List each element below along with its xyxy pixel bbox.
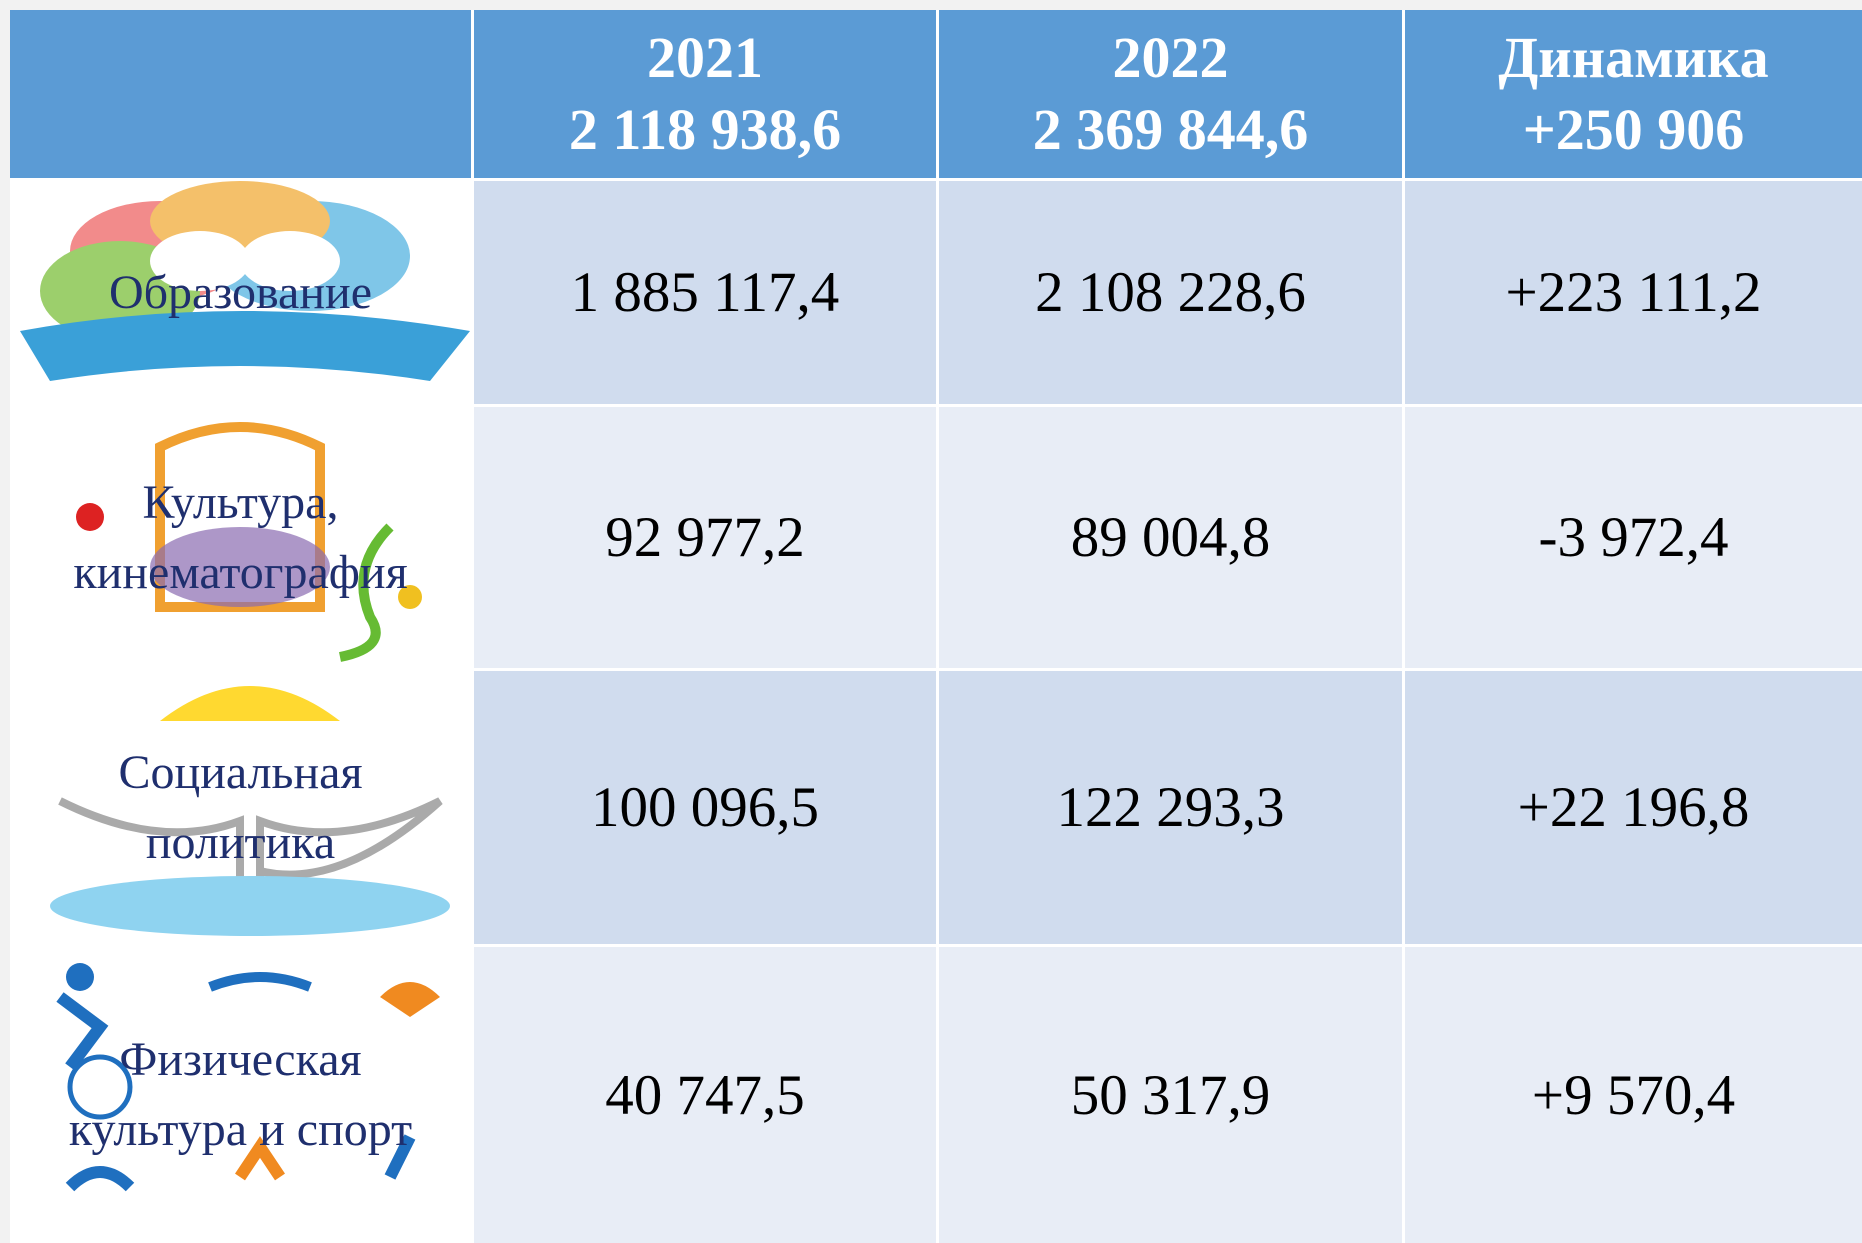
label-line: Социальная [118,745,363,799]
value-cell: +22 196,8 [1405,671,1862,944]
row-icon [50,686,450,936]
value-text: +22 196,8 [1517,776,1750,839]
header-total: 2 369 844,6 [1032,97,1309,162]
header-corner [10,10,471,178]
value-text: 89 004,8 [1070,506,1271,569]
value-cell: 40 747,5 [474,947,936,1243]
row-icon [56,963,440,1192]
label-line: Физическая [119,1033,362,1086]
value-text: -3 972,4 [1538,506,1729,569]
row-label: Образование [10,181,471,404]
row-icon [76,422,422,662]
header-total: 2 118 938,6 [568,97,842,162]
label-line: кинематография [73,545,408,599]
header-year: 2022 [1112,25,1229,90]
header-year: 2021 [647,25,763,90]
value-cell: 50 317,9 [939,947,1402,1243]
label-line: Культура, [142,475,339,529]
value-text: 2 108 228,6 [1035,261,1306,324]
value-cell: 2 108 228,6 [939,181,1402,404]
value-cell: -3 972,4 [1405,407,1862,668]
value-text: +9 570,4 [1531,1063,1736,1127]
row-icon [20,181,470,381]
header-year: Динамика [1498,25,1769,90]
row-label: Культура, кинематография [10,407,471,668]
row-label: Социальная политика [10,671,471,944]
value-cell: 89 004,8 [939,407,1402,668]
label-line: политика [145,815,336,869]
value-cell: 100 096,5 [474,671,936,944]
value-text: 40 747,5 [605,1063,805,1127]
label-line: Образование [108,265,373,319]
value-cell: +9 570,4 [1405,947,1862,1243]
header-cell: 2022 2 369 844,6 [939,10,1402,178]
value-text: 50 317,9 [1070,1063,1271,1127]
value-text: 122 293,3 [1056,776,1285,839]
value-text: 92 977,2 [605,506,805,569]
row-label: Физическая культура и спорт [10,947,471,1243]
value-cell: 122 293,3 [939,671,1402,944]
header-cell: 2021 2 118 938,6 [474,10,936,178]
value-cell: 1 885 117,4 [474,181,936,404]
header-total: +250 906 [1522,97,1745,162]
value-text: 1 885 117,4 [570,261,840,324]
budget-table: 2021 2 118 938,6 2022 2 369 844,6 Динамика +2… [10,10,1862,1243]
value-text: +223 111,2 [1505,261,1762,324]
value-cell: +223 111,2 [1405,181,1862,404]
value-cell: 92 977,2 [474,407,936,668]
label-line: культура и спорт [68,1103,413,1156]
header-cell: Динамика +250 906 [1405,10,1862,178]
value-text: 100 096,5 [591,776,819,839]
